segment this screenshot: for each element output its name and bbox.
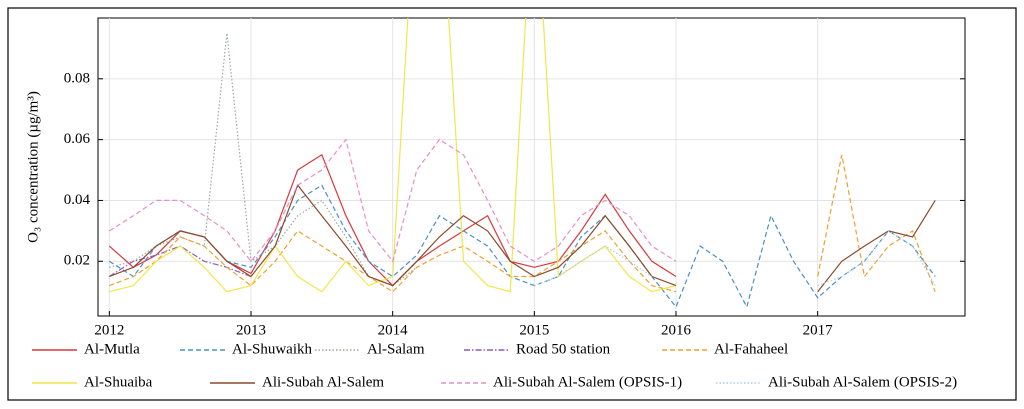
series-line <box>109 33 418 287</box>
x-tick-label: 2017 <box>803 322 834 338</box>
series-line <box>109 154 936 293</box>
legend-label: Al-Fahaheel <box>714 341 788 357</box>
y-tick-label: 0.02 <box>64 253 90 269</box>
legend-label: Ali-Subah Al-Salem <box>262 374 384 390</box>
x-tick-label: 2016 <box>661 322 692 338</box>
frame <box>7 7 1017 401</box>
x-tick-label: 2013 <box>236 322 266 338</box>
plot-area <box>97 17 966 317</box>
y-tick-label: 0.08 <box>64 70 90 86</box>
series-line <box>108 138 677 263</box>
legend-label: Al-Shuaiba <box>84 374 153 390</box>
legend-label: Ali-Subah Al-Salem (OPSIS-1) <box>493 374 682 390</box>
y-axis-label: O₃ concentration (µg/m³) <box>25 91 41 243</box>
y-tick-label: 0.04 <box>64 192 91 208</box>
legend-label: Al-Shuwaikh <box>232 341 312 357</box>
x-tick-label: 2014 <box>378 322 409 338</box>
x-tick-label: 2012 <box>94 322 124 338</box>
y-tick-label: 0.06 <box>64 131 91 147</box>
series-group <box>108 18 936 309</box>
series-line <box>109 183 936 293</box>
legend-label: Road 50 station <box>516 341 611 357</box>
legend-label: Ali-Subah Al-Salem (OPSIS-2) <box>768 374 957 390</box>
x-tick-label: 2015 <box>519 322 549 338</box>
series-line <box>534 230 936 287</box>
series-line <box>108 184 936 309</box>
legend-label: Al-Mutla <box>84 341 140 357</box>
legend-label: Al-Salam <box>367 341 425 357</box>
